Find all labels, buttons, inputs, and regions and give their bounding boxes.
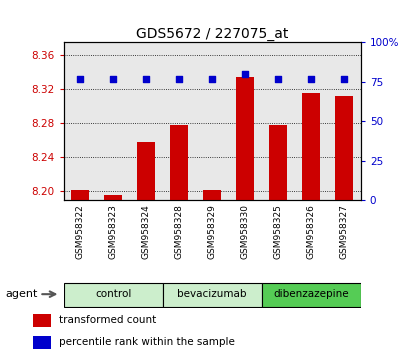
Title: GDS5672 / 227075_at: GDS5672 / 227075_at <box>136 28 288 41</box>
FancyBboxPatch shape <box>261 283 360 307</box>
Text: GSM958325: GSM958325 <box>273 204 282 259</box>
Bar <box>71 190 89 200</box>
Bar <box>301 93 319 200</box>
Text: bevacizumab: bevacizumab <box>177 289 246 299</box>
Text: GSM958322: GSM958322 <box>75 204 84 259</box>
Text: GSM958330: GSM958330 <box>240 204 249 259</box>
FancyBboxPatch shape <box>63 283 162 307</box>
Bar <box>33 336 51 349</box>
Bar <box>137 142 155 200</box>
Bar <box>104 195 122 200</box>
Text: percentile rank within the sample: percentile rank within the sample <box>59 337 235 348</box>
Bar <box>236 76 254 200</box>
Bar <box>33 314 51 327</box>
Bar <box>335 96 353 200</box>
Point <box>307 76 314 81</box>
Point <box>142 76 149 81</box>
Text: GSM958323: GSM958323 <box>108 204 117 259</box>
Bar <box>202 190 221 200</box>
Text: GSM958327: GSM958327 <box>339 204 348 259</box>
Text: GSM958328: GSM958328 <box>174 204 183 259</box>
Text: GSM958324: GSM958324 <box>141 204 150 259</box>
Point <box>76 76 83 81</box>
Bar <box>268 125 287 200</box>
Text: GSM958326: GSM958326 <box>306 204 315 259</box>
Text: transformed count: transformed count <box>59 315 156 325</box>
Text: control: control <box>94 289 131 299</box>
Point <box>110 76 116 81</box>
FancyBboxPatch shape <box>162 283 261 307</box>
Text: dibenzazepine: dibenzazepine <box>273 289 348 299</box>
Text: GSM958329: GSM958329 <box>207 204 216 259</box>
Text: agent: agent <box>5 289 37 299</box>
Point <box>274 76 281 81</box>
Bar <box>170 125 188 200</box>
Point <box>208 76 215 81</box>
Point <box>241 71 248 77</box>
Point <box>340 76 347 81</box>
Point <box>175 76 182 81</box>
